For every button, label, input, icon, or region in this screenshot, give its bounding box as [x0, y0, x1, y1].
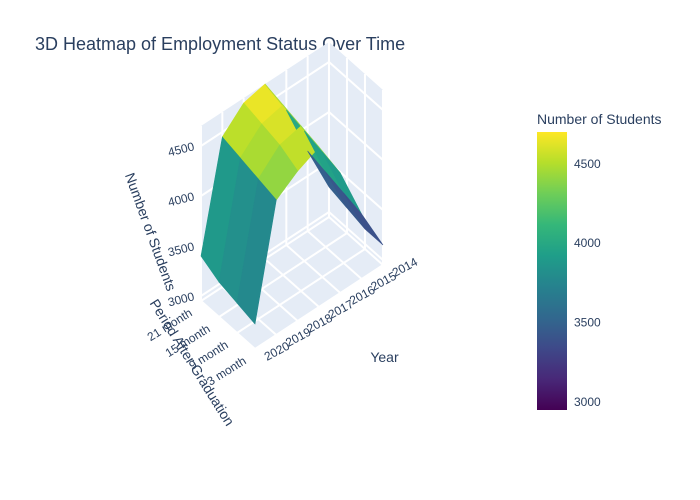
- grid-line-z-side: [328, 61, 384, 111]
- x-axis-title: Year: [370, 349, 399, 365]
- z-tick-label: 4000: [166, 189, 196, 209]
- grid-line-x-floor: [328, 216, 384, 266]
- grid-line-x-floor: [285, 244, 341, 294]
- surface-cell: [343, 192, 384, 246]
- grid-line-x-floor: [306, 230, 363, 280]
- z-tick-label: 3000: [166, 289, 196, 309]
- grid-line-y-floor: [254, 264, 384, 350]
- grid-line-x-floor: [264, 258, 320, 308]
- colorbar-tick-label: 3500: [574, 316, 601, 330]
- surface-cell: [236, 178, 277, 325]
- z-tick-label: 4500: [166, 139, 196, 159]
- grid-line-x-floor: [200, 300, 256, 350]
- chart-title: 3D Heatmap of Employment Status Over Tim…: [35, 34, 405, 54]
- colorbar: Number of Students 3000 3500 4000 4500: [537, 111, 662, 410]
- grid-line-z-side: [328, 111, 384, 161]
- surface: [200, 83, 384, 325]
- colorbar-tick-label: 4000: [574, 236, 601, 250]
- grid-line-z-side: [328, 211, 384, 261]
- colorbar-tick-label: 3000: [574, 395, 601, 409]
- grid-line-y-floor: [236, 248, 366, 334]
- colorbar-tick-label: 4500: [574, 157, 601, 171]
- colorbar-title: Number of Students: [537, 111, 662, 127]
- z-tick-label: 3500: [166, 239, 196, 259]
- colorbar-bar: [537, 132, 567, 410]
- colorbar-ticks: 3000 3500 4000 4500: [574, 157, 601, 409]
